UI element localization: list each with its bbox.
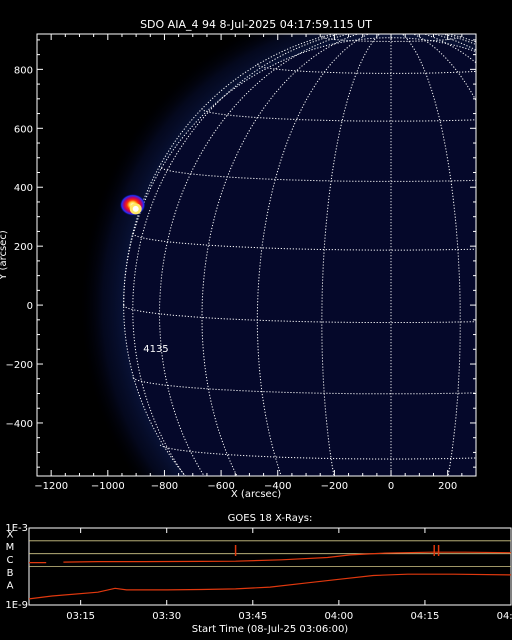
goes-x-tick-label: 03:15: [66, 611, 95, 622]
aia-x-tick-label: −1000: [91, 481, 125, 492]
grid-latitude-line: [256, 63, 476, 74]
heliographic-grid: [123, 27, 512, 513]
grid-longitude-line: [446, 34, 476, 43]
grid-latitude-line: [201, 108, 476, 122]
grid-longitude-line: [321, 34, 381, 476]
goes-class-label: B: [7, 568, 14, 579]
goes-class-label: A: [7, 581, 14, 592]
goes-class-label: M: [6, 542, 15, 553]
goes-title: GOES 18 X-Rays:: [228, 513, 313, 524]
aia-x-tick-label: −600: [207, 481, 234, 492]
aia-title: SDO AIA_4 94 8-Jul-2025 04:17:59.115 UT: [140, 18, 372, 31]
aia-x-tick-label: −800: [151, 481, 178, 492]
aia-image-panel: SDO AIA_4 94 8-Jul-2025 04:17:59.115 UT …: [0, 18, 512, 513]
grid-latitude-line: [159, 444, 476, 460]
goes-series-line: [29, 573, 511, 600]
goes-x-tick-label: 04:00: [324, 611, 353, 622]
goes-class-label: X: [7, 529, 14, 540]
aia-x-axis-label: X (arcsec): [231, 489, 281, 500]
aia-x-tick-label: −400: [264, 481, 291, 492]
aia-x-tick-label: −200: [321, 481, 348, 492]
grid-longitude-line: [412, 34, 476, 102]
goes-x-tick-label: 03:45: [238, 611, 267, 622]
aia-x-tick-label: 0: [388, 481, 394, 492]
goes-x-tick-label: 04:15: [411, 611, 440, 622]
flare-hotspot: [132, 205, 139, 212]
aia-x-tick-label: −1200: [34, 481, 68, 492]
aia-y-tick-label: −200: [6, 360, 33, 371]
aia-plot-frame: [36, 33, 477, 477]
goes-axes: III03:1503:3003:4504:0004:1504:301E-31E-…: [5, 523, 512, 622]
grid-longitude-line: [401, 34, 461, 476]
grid-longitude-line: [123, 34, 336, 306]
flare-source: [119, 193, 146, 216]
aia-y-tick-label: 800: [14, 65, 33, 76]
goes-series-line: [29, 551, 511, 564]
grid-latitude-line: [321, 35, 461, 42]
aia-y-axis-label: Y (arcsec): [0, 230, 9, 281]
grid-longitude-line: [256, 34, 370, 476]
aia-axes: −1200 −1000 −800 −600 −400 −200 0 200 −400 −200 0 2…: [6, 34, 477, 492]
grid-longitude-line: [391, 28, 445, 33]
grid-latitude-line: [158, 165, 476, 182]
grid-latitude-line: [132, 233, 476, 251]
aia-x-tick-label: 200: [438, 481, 457, 492]
aia-y-tick-label: 0: [27, 301, 33, 312]
goes-x-tick-label: 04:30: [497, 611, 512, 622]
goes-series: [29, 551, 511, 600]
aia-y-tick-label: −400: [6, 419, 33, 430]
aia-y-tick-label: 200: [14, 242, 33, 253]
grid-longitude-line: [391, 27, 415, 28]
grid-longitude-line: [201, 34, 360, 476]
goes-x-tick-label: 03:30: [152, 611, 181, 622]
goes-event-marker: II: [432, 542, 441, 560]
solar-disk: [123, 37, 476, 476]
aia-y-tick-label: 400: [14, 183, 33, 194]
active-region-label: 4135: [143, 344, 168, 355]
goes-event-marker: I: [233, 542, 237, 560]
goes-y-min-label: 1E-9: [5, 600, 28, 611]
goes-y-max-label: 1E-3: [5, 523, 28, 534]
aia-y-tick-label: 600: [14, 124, 33, 135]
goes-class-label: C: [7, 555, 14, 566]
goes-x-axis-label: Start Time (08-Jul-25 03:06:00): [192, 624, 349, 635]
grid-latitude-line: [202, 502, 512, 513]
